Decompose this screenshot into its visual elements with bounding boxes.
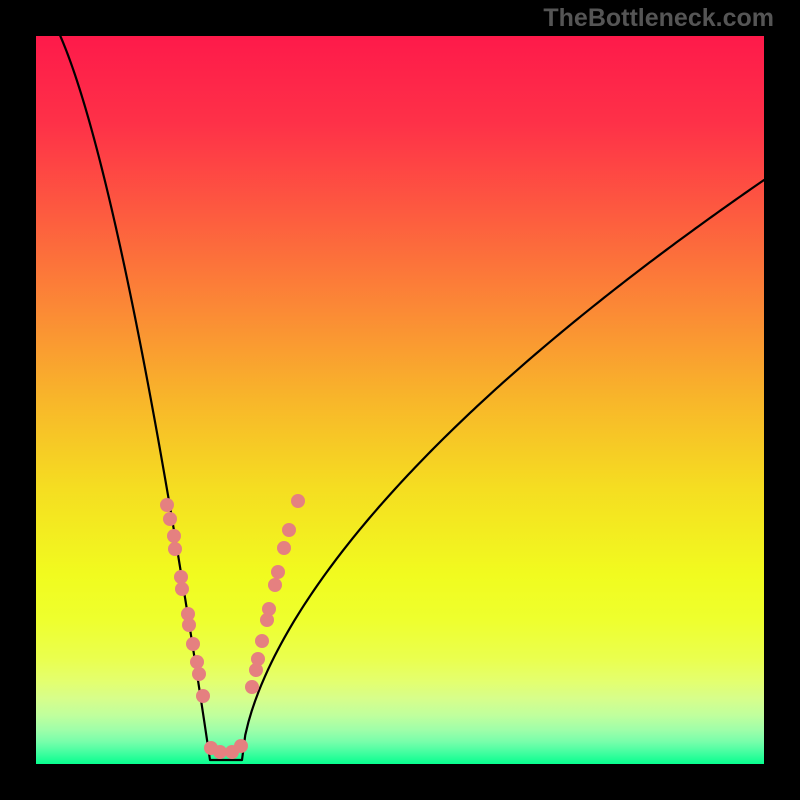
watermark-text: TheBottleneck.com: [543, 4, 774, 33]
gradient-background: [36, 36, 764, 764]
chart-container: TheBottleneck.com: [0, 0, 800, 800]
plot-area: [36, 36, 764, 764]
